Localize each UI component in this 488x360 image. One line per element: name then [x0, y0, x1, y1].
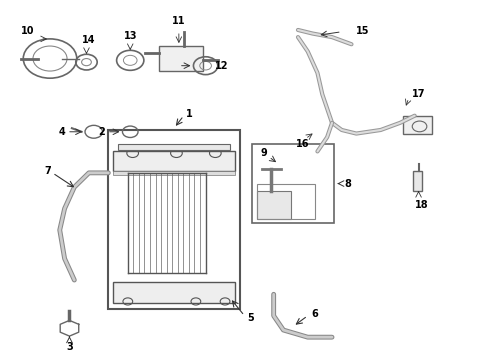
Text: 12: 12 — [215, 61, 228, 71]
Bar — [159, 46, 203, 71]
Bar — [113, 171, 234, 175]
Bar — [256, 184, 314, 219]
Bar — [412, 171, 421, 191]
Bar — [251, 144, 334, 223]
Text: 8: 8 — [344, 179, 350, 189]
Bar — [256, 191, 290, 219]
Text: 7: 7 — [44, 166, 51, 176]
Text: 17: 17 — [411, 89, 425, 99]
Text: 2: 2 — [99, 127, 105, 137]
Text: 13: 13 — [123, 31, 137, 41]
Bar — [113, 282, 234, 303]
Text: 4: 4 — [59, 127, 65, 137]
Bar — [113, 152, 234, 171]
Text: 1: 1 — [186, 109, 192, 119]
Bar — [108, 130, 239, 309]
Text: 6: 6 — [311, 309, 318, 319]
Text: 16: 16 — [296, 139, 309, 149]
Text: 18: 18 — [414, 200, 428, 210]
Text: 3: 3 — [66, 342, 73, 352]
Bar — [402, 116, 431, 134]
Bar — [118, 144, 229, 150]
Text: 14: 14 — [82, 35, 96, 45]
Text: 11: 11 — [172, 17, 185, 26]
Text: 10: 10 — [21, 26, 35, 36]
Text: 9: 9 — [260, 148, 267, 158]
Text: 15: 15 — [356, 26, 369, 36]
Text: 5: 5 — [246, 312, 253, 323]
